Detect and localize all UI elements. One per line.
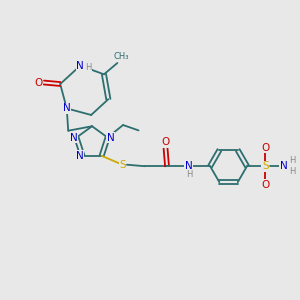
Text: O: O bbox=[161, 137, 170, 147]
Text: N: N bbox=[184, 160, 192, 171]
Text: CH₃: CH₃ bbox=[113, 52, 129, 61]
Text: N: N bbox=[107, 133, 114, 142]
Text: O: O bbox=[261, 180, 269, 190]
Text: S: S bbox=[119, 160, 126, 170]
Text: O: O bbox=[261, 143, 269, 153]
Text: H: H bbox=[290, 167, 296, 176]
Text: N: N bbox=[280, 161, 288, 171]
Text: N: N bbox=[76, 151, 83, 161]
Text: H: H bbox=[290, 156, 296, 165]
Text: N: N bbox=[70, 133, 77, 142]
Text: N: N bbox=[63, 103, 70, 113]
Text: S: S bbox=[262, 161, 269, 171]
Text: N: N bbox=[76, 61, 84, 71]
Text: H: H bbox=[85, 63, 92, 72]
Text: H: H bbox=[186, 170, 192, 179]
Text: O: O bbox=[34, 77, 43, 88]
